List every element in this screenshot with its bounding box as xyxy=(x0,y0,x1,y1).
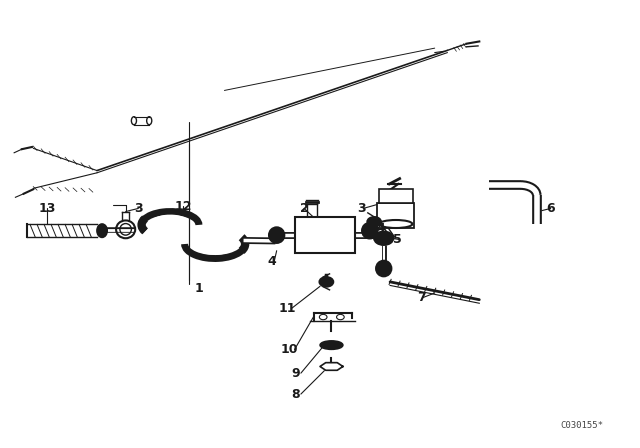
Text: 2: 2 xyxy=(300,202,308,215)
Ellipse shape xyxy=(367,217,381,227)
Ellipse shape xyxy=(320,341,342,349)
Ellipse shape xyxy=(374,232,394,245)
Text: 11: 11 xyxy=(278,302,296,315)
Text: 13: 13 xyxy=(38,202,56,215)
Text: C030155*: C030155* xyxy=(561,421,604,430)
Text: 4: 4 xyxy=(268,255,276,268)
FancyBboxPatch shape xyxy=(294,217,355,253)
Ellipse shape xyxy=(362,223,378,238)
Text: 7: 7 xyxy=(417,291,426,304)
Text: 9: 9 xyxy=(291,366,300,379)
Text: 12: 12 xyxy=(174,200,192,213)
FancyBboxPatch shape xyxy=(379,189,413,202)
Ellipse shape xyxy=(269,227,284,243)
Text: 3: 3 xyxy=(134,202,143,215)
Ellipse shape xyxy=(319,277,333,287)
Text: 10: 10 xyxy=(281,343,298,356)
Text: 3: 3 xyxy=(357,202,365,215)
FancyBboxPatch shape xyxy=(378,202,414,228)
Text: 1: 1 xyxy=(195,282,204,295)
Text: 4: 4 xyxy=(376,264,385,277)
Ellipse shape xyxy=(376,261,392,276)
Text: 5: 5 xyxy=(394,233,402,246)
Text: 8: 8 xyxy=(291,388,300,401)
Text: 6: 6 xyxy=(547,202,555,215)
Text: 4: 4 xyxy=(376,222,385,235)
Polygon shape xyxy=(320,362,343,370)
Ellipse shape xyxy=(97,224,107,237)
